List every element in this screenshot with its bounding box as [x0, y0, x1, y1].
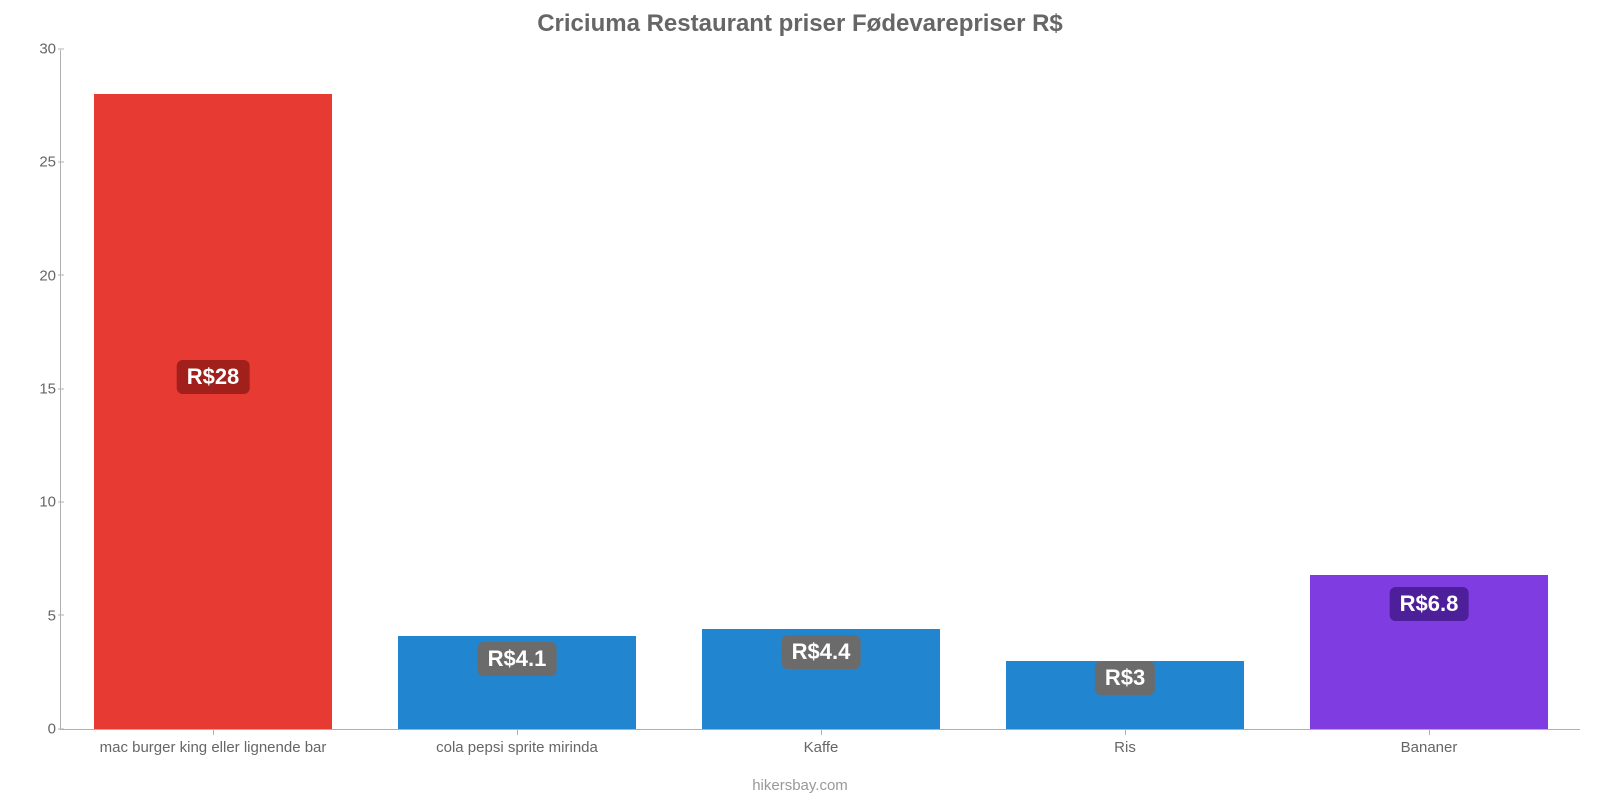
x-tick: [1429, 729, 1430, 735]
x-label: Bananer: [1401, 739, 1458, 756]
x-tick: [517, 729, 518, 735]
chart-footer: hikersbay.com: [0, 777, 1600, 794]
plot-area: R$28mac burger king eller lignende barR$…: [60, 50, 1580, 730]
y-tick: 25: [16, 154, 56, 171]
y-tick: 0: [16, 721, 56, 738]
x-tick: [1125, 729, 1126, 735]
bar-slot: R$4.1cola pepsi sprite mirinda: [365, 49, 669, 729]
x-label: Ris: [1114, 739, 1136, 756]
bar-slot: R$6.8Bananer: [1277, 49, 1581, 729]
value-badge: R$4.1: [478, 642, 557, 676]
x-label: Kaffe: [804, 739, 839, 756]
value-badge: R$6.8: [1390, 587, 1469, 621]
x-label: cola pepsi sprite mirinda: [436, 739, 598, 756]
bars-container: R$28mac burger king eller lignende barR$…: [61, 50, 1580, 729]
x-label: mac burger king eller lignende bar: [100, 739, 327, 756]
bar-slot: R$3Ris: [973, 49, 1277, 729]
x-tick: [213, 729, 214, 735]
y-tick: 20: [16, 267, 56, 284]
x-tick: [821, 729, 822, 735]
chart-title: Criciuma Restaurant priser Fødevareprise…: [0, 10, 1600, 38]
y-tick: 30: [16, 41, 56, 58]
y-tick: 5: [16, 607, 56, 624]
value-badge: R$4.4: [782, 635, 861, 669]
bar-slot: R$28mac burger king eller lignende bar: [61, 49, 365, 729]
price-chart: Criciuma Restaurant priser Fødevareprise…: [0, 0, 1600, 800]
value-badge: R$3: [1095, 661, 1155, 695]
bar: [94, 94, 331, 729]
value-badge: R$28: [177, 360, 250, 394]
y-tick: 15: [16, 381, 56, 398]
y-tick: 10: [16, 494, 56, 511]
bar-slot: R$4.4Kaffe: [669, 49, 973, 729]
